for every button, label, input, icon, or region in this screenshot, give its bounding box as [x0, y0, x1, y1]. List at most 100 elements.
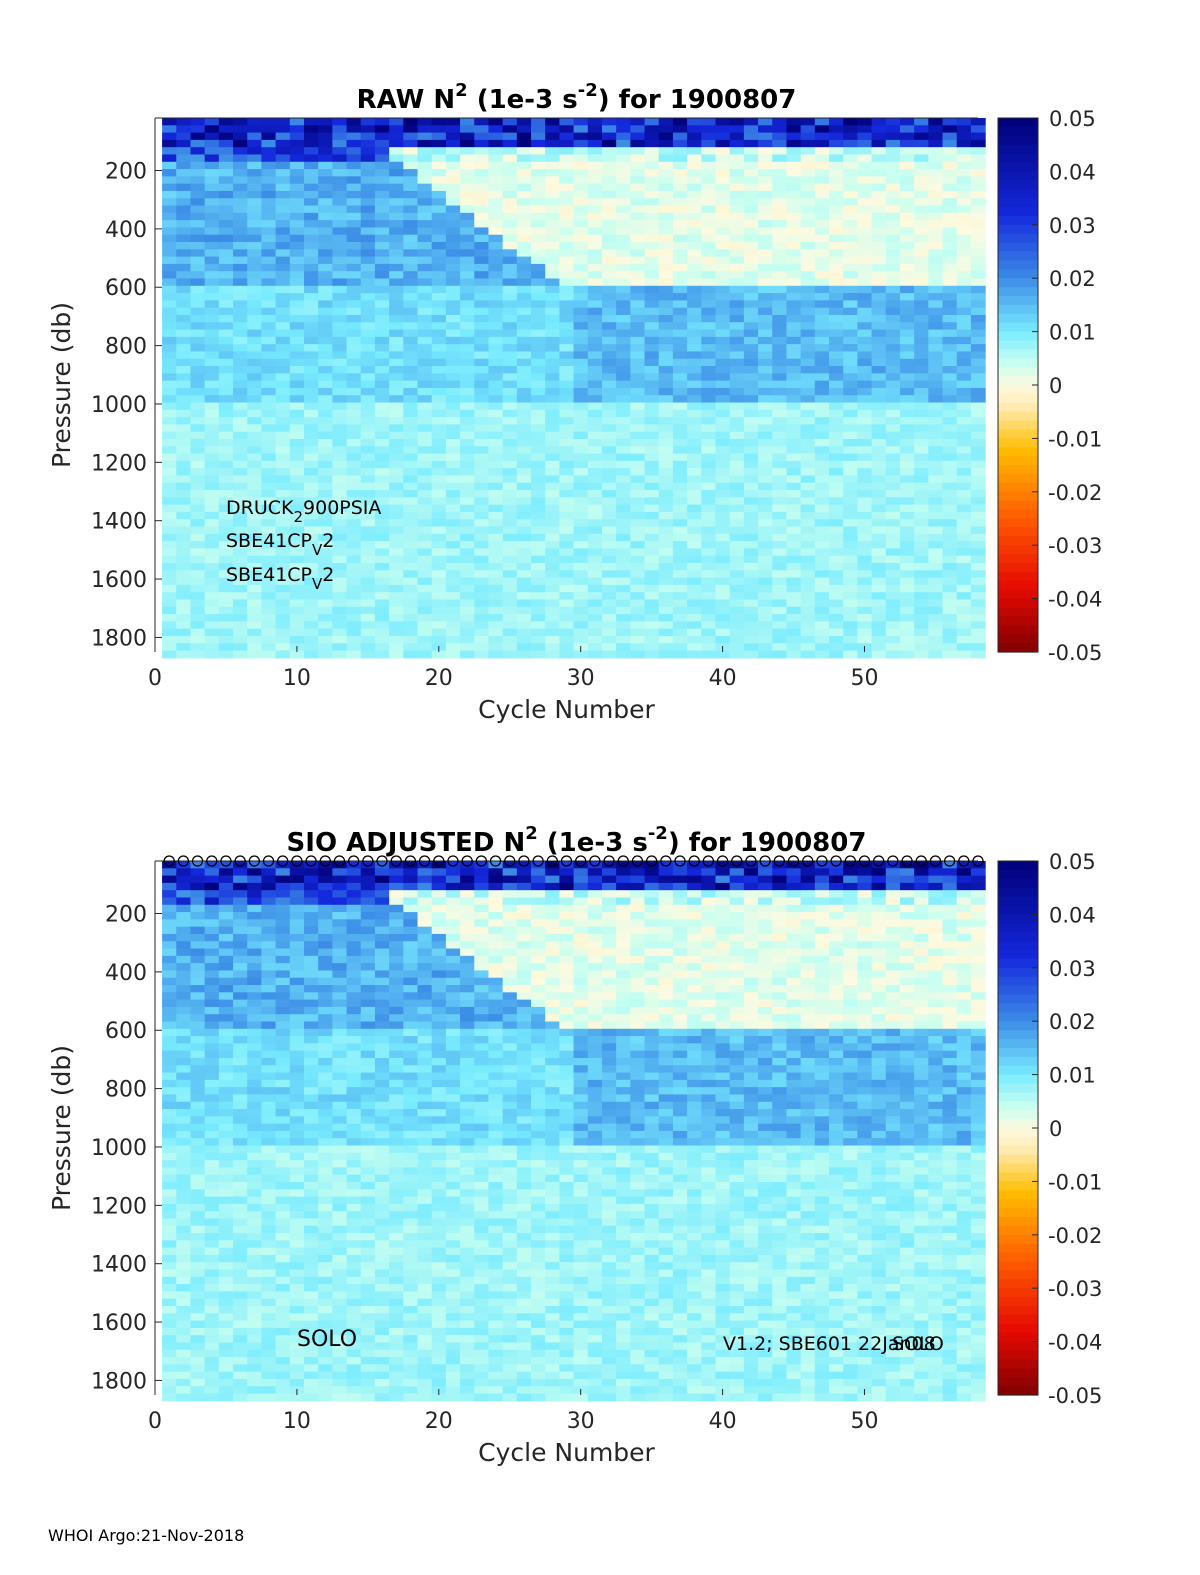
heatmap-cell — [218, 1298, 234, 1307]
heatmap-cell — [502, 417, 518, 425]
heatmap-cell — [956, 511, 972, 520]
heatmap-cell — [204, 1160, 220, 1168]
heatmap-cell — [914, 344, 929, 353]
heatmap-cell — [829, 307, 844, 316]
heatmap-cell — [843, 154, 858, 163]
heatmap-cell — [786, 256, 802, 265]
heatmap-cell — [445, 285, 461, 294]
heatmap-cell — [601, 526, 617, 535]
heatmap-cell — [176, 373, 192, 382]
heatmap-cell — [247, 1240, 263, 1249]
heatmap-cell — [417, 161, 433, 170]
heatmap-cell — [474, 285, 490, 294]
heatmap-cell — [488, 169, 504, 177]
heatmap-cell — [218, 438, 234, 447]
annotation-part: SBE41CP — [226, 530, 312, 552]
heatmap-cell — [332, 621, 348, 630]
heatmap-cell — [545, 366, 561, 374]
heatmap-cell — [417, 468, 433, 477]
heatmap-cell — [829, 205, 844, 214]
heatmap-cell — [885, 468, 901, 477]
heatmap-cell — [715, 526, 731, 535]
heatmap-cell — [758, 380, 773, 389]
heatmap-cell — [233, 1079, 248, 1088]
heatmap-cell — [233, 1364, 248, 1373]
heatmap-cell — [899, 431, 915, 440]
heatmap-cell — [204, 1101, 220, 1110]
heatmap-cell — [233, 1276, 248, 1285]
heatmap-cell — [233, 1167, 248, 1176]
heatmap-cell — [445, 220, 461, 229]
heatmap-cell — [758, 482, 773, 491]
heatmap-cell — [289, 526, 305, 535]
heatmap-cell — [914, 584, 929, 593]
heatmap-cell — [261, 992, 277, 1001]
heatmap-cell — [956, 329, 972, 338]
heatmap-cell — [389, 147, 404, 156]
heatmap-cell — [800, 161, 816, 170]
heatmap-cell — [190, 1167, 206, 1176]
heatmap-cell — [630, 147, 646, 156]
heatmap-cell — [162, 424, 177, 433]
heatmap-cell — [233, 234, 248, 243]
heatmap-cell — [573, 468, 589, 477]
heatmap-cell — [261, 628, 277, 637]
heatmap-cell — [715, 161, 731, 170]
heatmap-cell — [247, 1393, 263, 1402]
colorbar-segment — [998, 438, 1038, 448]
heatmap-cell — [928, 154, 944, 163]
heatmap-cell — [275, 570, 291, 579]
heatmap-cell — [786, 533, 802, 542]
heatmap-cell — [162, 358, 177, 367]
heatmap-cell — [545, 526, 561, 535]
heatmap-cell — [303, 242, 319, 250]
heatmap-cell — [318, 300, 333, 309]
heatmap-cell — [162, 344, 177, 353]
heatmap-cell — [899, 220, 915, 229]
heatmap-cell — [772, 293, 788, 301]
heatmap-cell — [204, 999, 220, 1008]
heatmap-cell — [899, 271, 915, 280]
heatmap-cell — [460, 293, 475, 301]
heatmap-cell — [389, 577, 404, 586]
heatmap-cell — [814, 147, 830, 156]
heatmap-cell — [474, 511, 490, 520]
heatmap-cell — [701, 533, 717, 542]
heatmap-cell — [488, 460, 504, 469]
heatmap-cell — [928, 541, 944, 550]
heatmap-cell — [829, 482, 844, 491]
heatmap-cell — [545, 548, 561, 557]
heatmap-cell — [786, 490, 802, 498]
heatmap-cell — [233, 1203, 248, 1212]
heatmap-cell — [871, 344, 887, 353]
heatmap-cell — [303, 234, 319, 243]
heatmap-cell — [162, 190, 177, 199]
heatmap-cell — [176, 446, 192, 455]
heatmap-cell — [687, 314, 702, 323]
heatmap-cell — [559, 125, 575, 134]
heatmap-cell — [701, 125, 717, 134]
heatmap-cell — [545, 453, 561, 462]
heatmap-cell — [218, 190, 234, 199]
heatmap-cell — [204, 614, 220, 622]
heatmap-cell — [204, 555, 220, 564]
heatmap-cell — [814, 169, 830, 177]
heatmap-cell — [204, 183, 220, 192]
heatmap-cell — [190, 1298, 206, 1307]
heatmap-cell — [247, 1262, 263, 1271]
heatmap-cell — [644, 220, 660, 229]
heatmap-cell — [218, 1043, 234, 1052]
heatmap-cell — [630, 511, 646, 520]
heatmap-cell — [843, 271, 858, 280]
heatmap-cell — [772, 351, 788, 360]
heatmap-cell — [332, 118, 348, 126]
heatmap-cell — [814, 351, 830, 360]
heatmap-cell — [233, 205, 248, 214]
heatmap-cell — [460, 570, 475, 579]
heatmap-cell — [814, 446, 830, 455]
heatmap-cell — [516, 278, 532, 287]
heatmap-cell — [389, 242, 404, 250]
heatmap-cell — [758, 555, 773, 564]
heatmap-cell — [275, 366, 291, 374]
heatmap-cell — [233, 1262, 248, 1271]
